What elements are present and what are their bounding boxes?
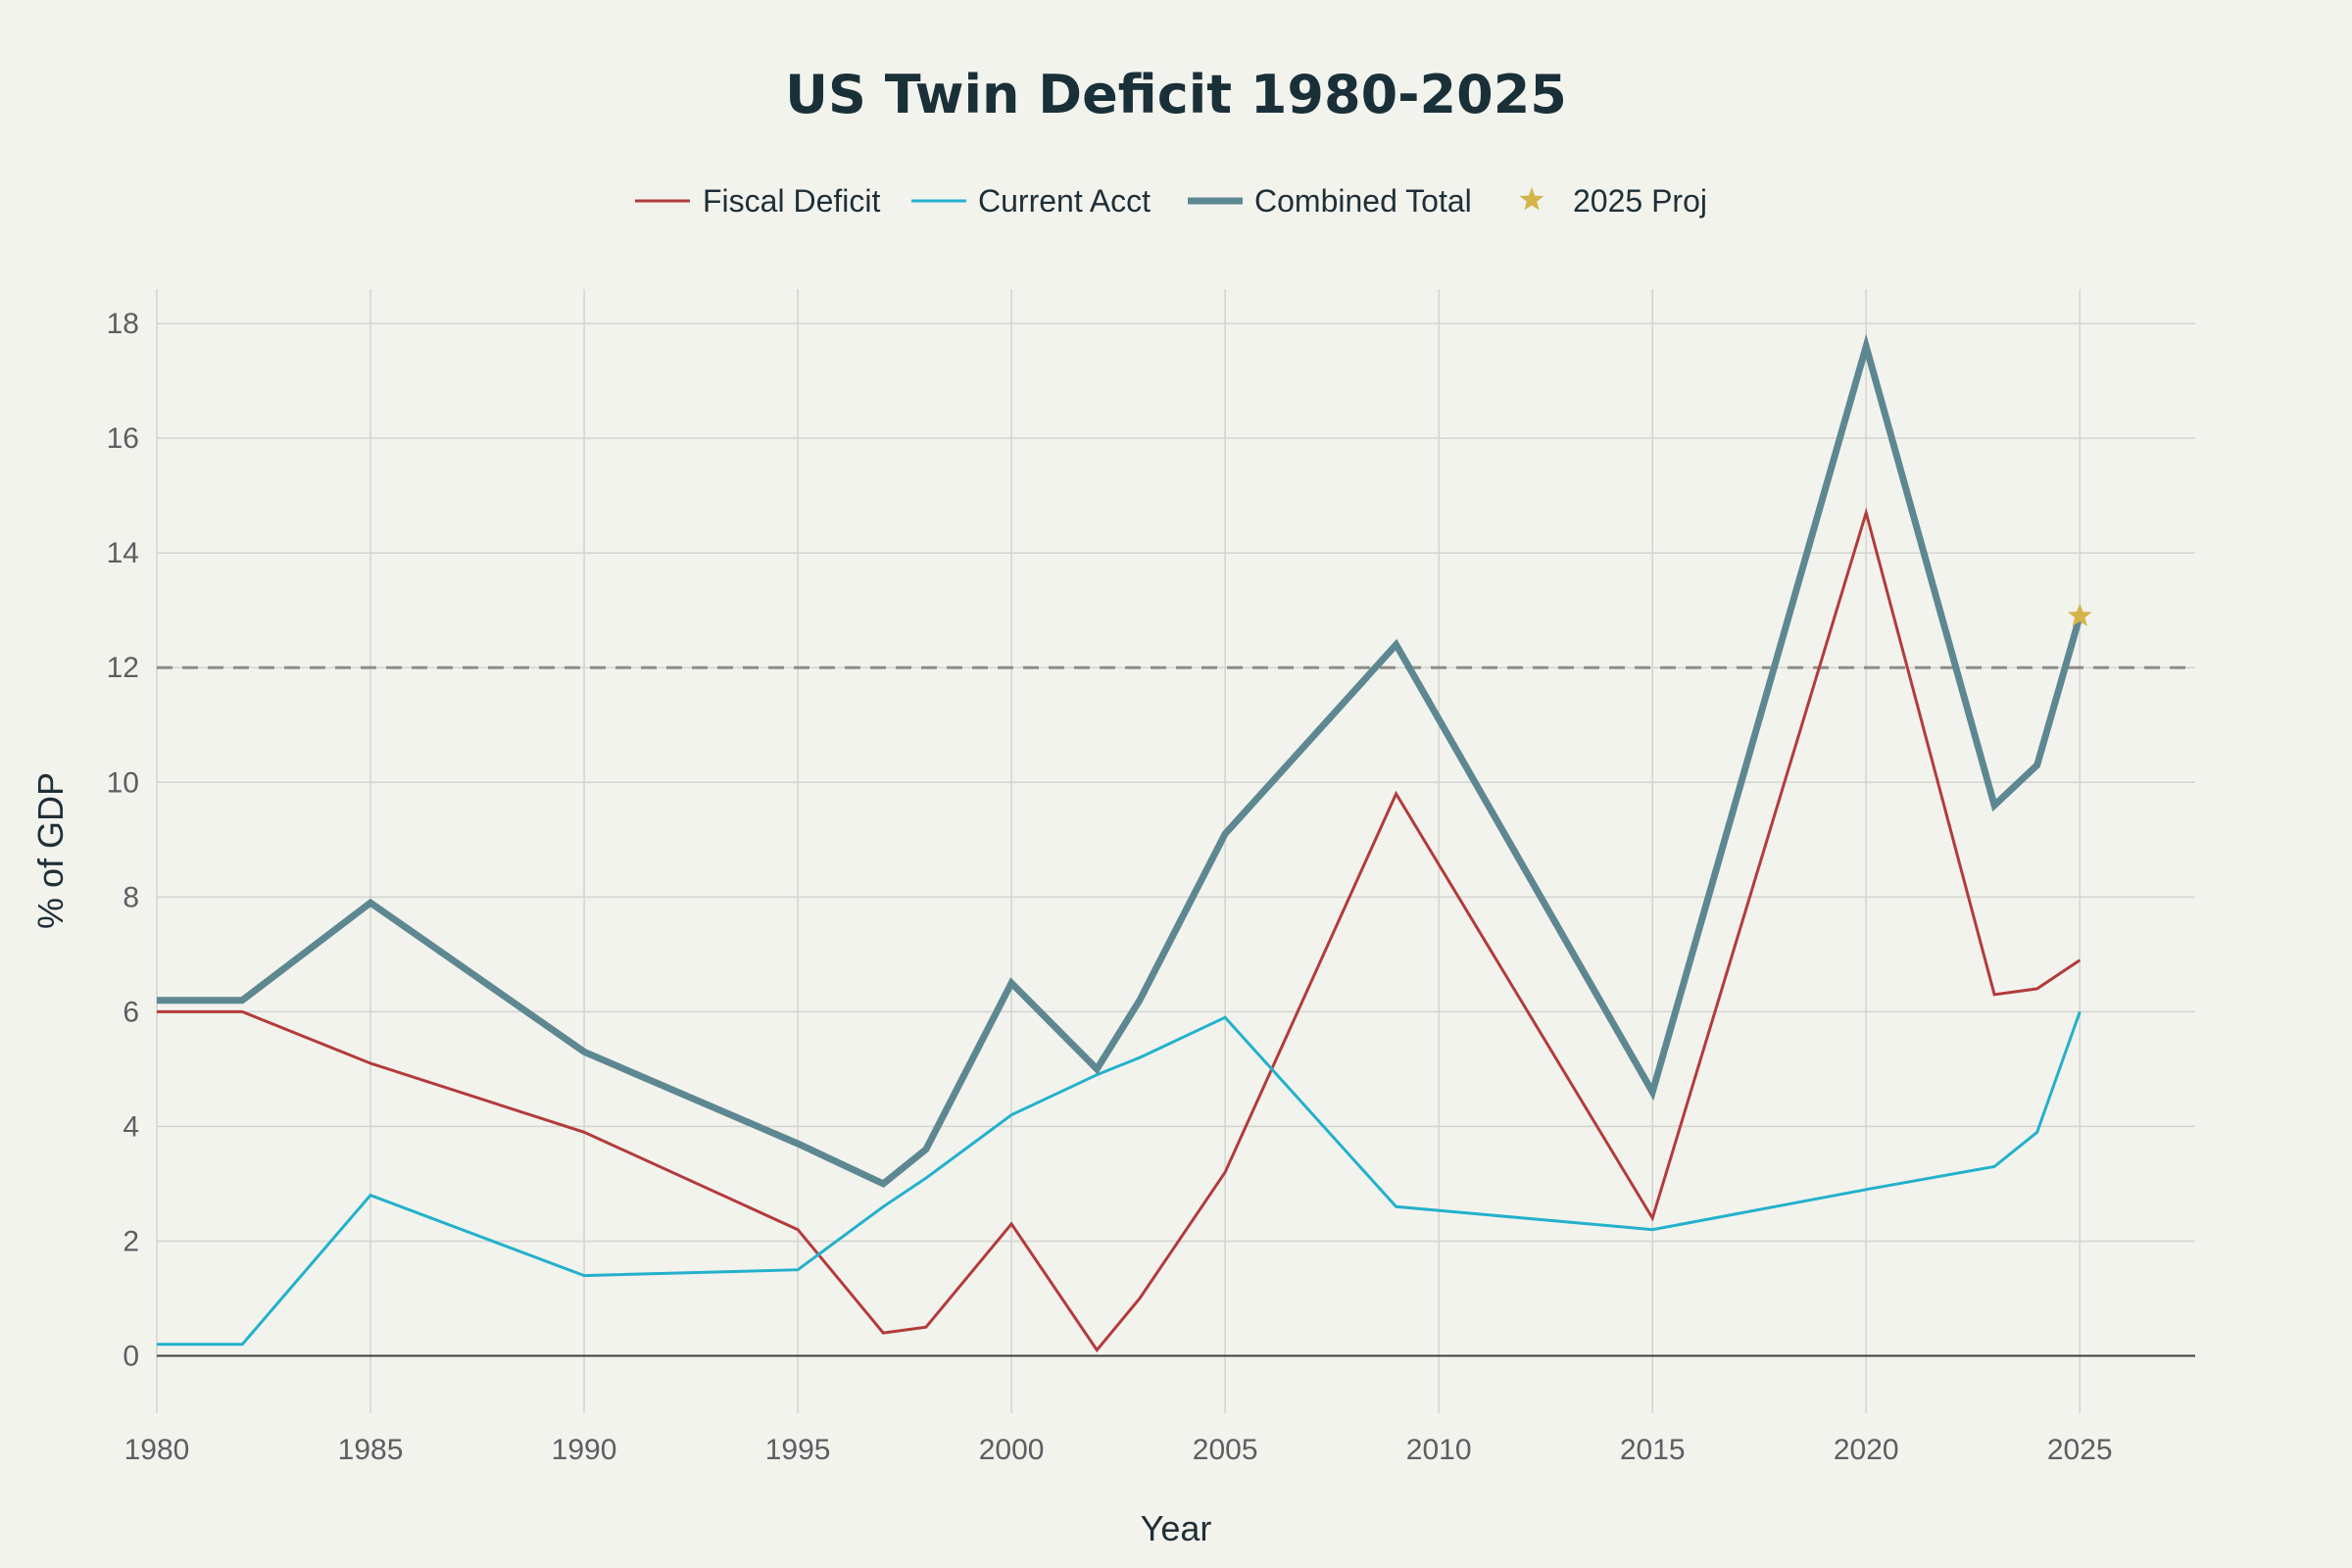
marker-layer: [2067, 603, 2092, 627]
y-axis-title: % of GDP: [30, 772, 71, 929]
y-tick-label: 14: [107, 537, 139, 569]
legend-label: 2025 Proj: [1573, 183, 1707, 219]
x-tick-label: 2010: [1406, 1434, 1472, 1466]
chart-title: US Twin Deficit 1980-2025: [785, 64, 1567, 125]
y-tick-label: 8: [122, 881, 139, 913]
legend-item[interactable]: Current Acct: [911, 183, 1151, 219]
y-tick-label: 12: [107, 652, 139, 684]
legend-item[interactable]: 2025 Proj: [1519, 183, 1707, 219]
series-line-combined-total: [157, 333, 2083, 1188]
x-axis-title: Year: [1141, 1508, 1212, 1548]
axis-layer: 0 2 4 6 8 10 12 14 16 18 1980 1985 1990 1995 2000 2005 2…: [107, 308, 2113, 1466]
x-tick-label: 2020: [1834, 1434, 1899, 1466]
y-tick-label: 18: [107, 308, 139, 340]
x-tick-label: 2025: [2047, 1434, 2113, 1466]
legend: Fiscal Deficit Current Acct Combined Total…: [635, 183, 1707, 219]
x-tick-label: 1995: [765, 1434, 831, 1466]
y-tick-label: 2: [122, 1225, 139, 1257]
y-tick-label: 6: [122, 996, 139, 1028]
series-layer: [157, 333, 2083, 1353]
x-tick-label: 2000: [979, 1434, 1045, 1466]
x-tick-label: 1980: [124, 1434, 190, 1466]
legend-label: Fiscal Deficit: [703, 183, 880, 219]
x-tick-label: 1990: [552, 1434, 617, 1466]
x-tick-label: 2005: [1193, 1434, 1258, 1466]
x-tick-label: 2015: [1620, 1434, 1686, 1466]
y-tick-label: 10: [107, 766, 139, 799]
y-tick-label: 4: [122, 1110, 139, 1143]
projection-star-marker: [2067, 603, 2092, 627]
series-line-fiscal-deficit: [157, 507, 2082, 1353]
legend-item[interactable]: Combined Total: [1188, 183, 1472, 219]
legend-item[interactable]: Fiscal Deficit: [635, 183, 880, 219]
series-line-current-acct: [157, 1010, 2082, 1347]
y-tick-label: 16: [107, 422, 139, 455]
x-tick-label: 1985: [338, 1434, 404, 1466]
legend-star-icon: [1519, 187, 1544, 211]
legend-label: Current Acct: [978, 183, 1151, 219]
legend-label: Combined Total: [1254, 183, 1472, 219]
y-tick-label: 0: [122, 1340, 139, 1372]
